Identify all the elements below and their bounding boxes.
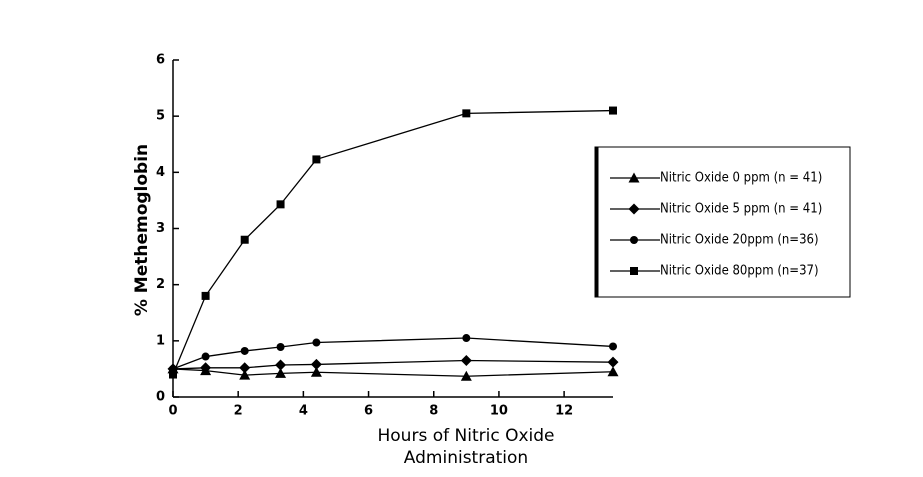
marker xyxy=(276,343,285,352)
marker xyxy=(462,334,471,343)
legend-label: Nitric Oxide 0 ppm (n = 41) xyxy=(660,171,822,186)
y-tick-label: 3 xyxy=(156,221,165,236)
legend-label: Nitric Oxide 5 ppm (n = 41) xyxy=(660,202,822,217)
series-line xyxy=(172,359,614,370)
x-axis-title: Administration xyxy=(404,448,528,468)
marker xyxy=(169,370,177,379)
series-line xyxy=(172,109,614,375)
marker xyxy=(609,106,617,115)
y-tick-label: 5 xyxy=(156,109,165,124)
x-tick-label: 6 xyxy=(364,404,373,419)
marker xyxy=(460,354,472,366)
legend-label: Nitric Oxide 80ppm (n=37) xyxy=(660,264,819,279)
marker xyxy=(310,358,322,370)
marker xyxy=(240,235,249,244)
y-tick-label: 2 xyxy=(156,277,165,292)
marker xyxy=(275,359,287,371)
x-tick-label: 4 xyxy=(299,404,308,419)
x-tick-label: 10 xyxy=(490,404,508,419)
marker xyxy=(607,356,619,368)
y-tick-label: 0 xyxy=(156,390,165,405)
marker xyxy=(460,370,472,381)
marker xyxy=(276,200,285,209)
y-tick-label: 1 xyxy=(156,333,165,348)
marker xyxy=(200,362,212,374)
marker xyxy=(201,291,210,300)
marker xyxy=(312,338,321,347)
legend-marker xyxy=(628,172,640,183)
y-tick-label: 6 xyxy=(156,53,165,68)
marker xyxy=(240,346,249,355)
marker xyxy=(239,362,251,374)
y-tick-label: 4 xyxy=(156,165,165,180)
marker xyxy=(312,155,321,164)
x-tick-label: 2 xyxy=(234,404,243,419)
y-axis-title: % Methemoglobin xyxy=(132,144,152,316)
marker xyxy=(609,342,617,351)
legend-marker xyxy=(628,203,640,215)
x-tick-label: 12 xyxy=(555,404,573,419)
x-axis-title: Hours of Nitric Oxide xyxy=(378,426,555,446)
marker xyxy=(310,366,322,377)
x-tick-label: 8 xyxy=(429,404,438,419)
marker xyxy=(607,366,619,377)
legend-label: Nitric Oxide 20ppm (n=36) xyxy=(660,233,819,248)
series-line xyxy=(172,337,614,370)
marker xyxy=(201,352,210,361)
legend-marker xyxy=(630,236,638,244)
legend-marker xyxy=(630,267,638,275)
marker xyxy=(462,109,471,118)
marker xyxy=(239,369,251,380)
x-tick-label: 0 xyxy=(168,404,177,419)
series-line xyxy=(172,368,614,377)
marker xyxy=(275,367,287,378)
